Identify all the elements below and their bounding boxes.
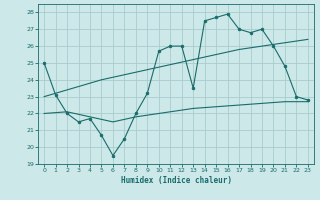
X-axis label: Humidex (Indice chaleur): Humidex (Indice chaleur) — [121, 176, 231, 185]
